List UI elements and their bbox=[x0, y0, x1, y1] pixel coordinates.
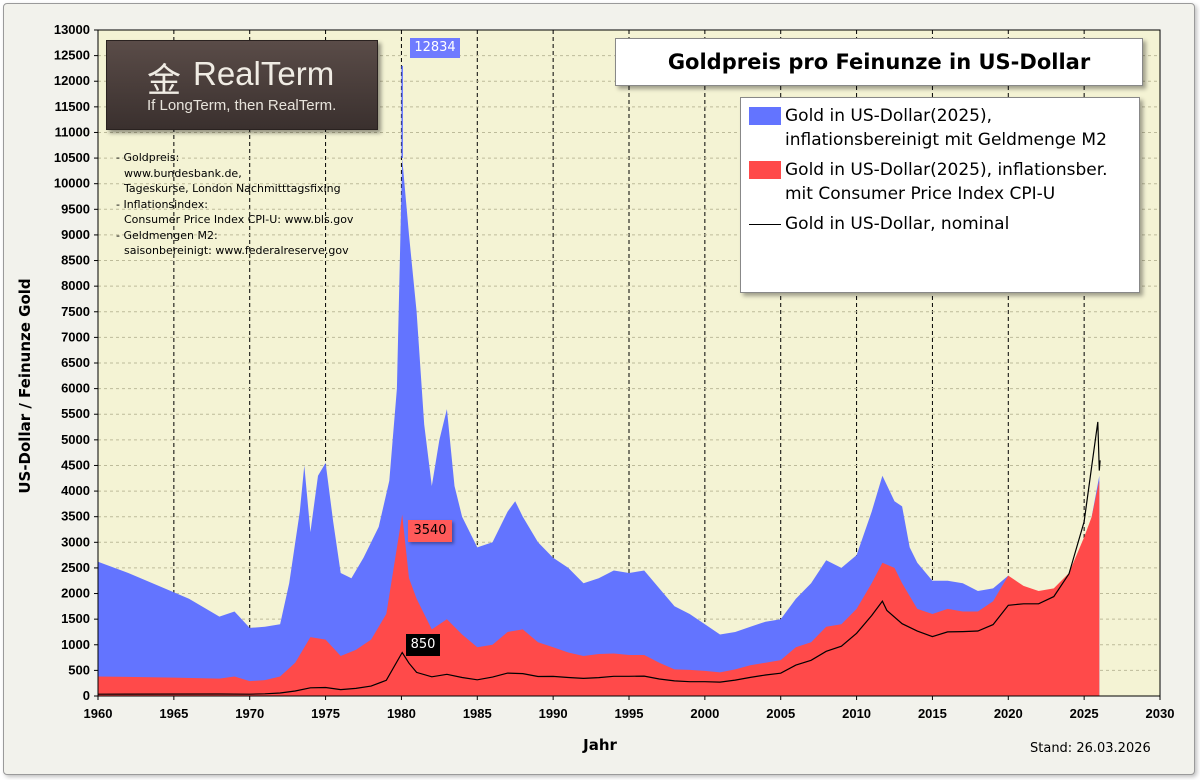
x-tick-label: 2000 bbox=[690, 706, 719, 721]
legend-item-nominal: Gold in US-Dollar, nominal bbox=[749, 212, 1131, 236]
y-tick-label: 7000 bbox=[61, 329, 90, 344]
sources-note: - Goldpreis: www.bundesbank.de, Tageskur… bbox=[116, 150, 353, 259]
legend-item-m2: Gold in US-Dollar(2025), inflationsberein… bbox=[749, 104, 1131, 152]
annotation-peak-nominal: 850 bbox=[406, 634, 440, 656]
y-tick-label: 1500 bbox=[61, 611, 90, 626]
y-tick-label: 11500 bbox=[55, 99, 90, 114]
y-tick-label: 12000 bbox=[54, 73, 90, 88]
x-tick-label: 2005 bbox=[766, 706, 795, 721]
y-tick-label: 4500 bbox=[61, 457, 90, 472]
legend-line-black bbox=[749, 224, 781, 225]
y-tick-label: 6500 bbox=[61, 355, 90, 370]
y-tick-label: 3500 bbox=[61, 509, 90, 524]
series-area-0 bbox=[98, 158, 1100, 697]
annotation-peak-m2: 12834 bbox=[410, 38, 460, 58]
source-line: - Geldmengen M2: bbox=[116, 228, 218, 242]
x-tick-label: 1980 bbox=[387, 706, 416, 721]
y-tick-label: 2000 bbox=[61, 586, 90, 601]
y-axis-label: US-Dollar / Feinunze Gold bbox=[16, 278, 34, 494]
logo-tagline: If LongTerm, then RealTerm. bbox=[147, 97, 337, 114]
annotation-peak-cpi: 3540 bbox=[408, 520, 452, 542]
y-tick-label: 2500 bbox=[61, 560, 90, 575]
x-tick-label: 2015 bbox=[918, 706, 947, 721]
y-tick-label: 3000 bbox=[61, 534, 90, 549]
x-tick-label: 1985 bbox=[463, 706, 492, 721]
x-tick-label: 2025 bbox=[1070, 706, 1099, 721]
x-tick-label: 2030 bbox=[1146, 706, 1175, 721]
y-tick-label: 0 bbox=[83, 688, 90, 703]
legend-text-nominal: Gold in US-Dollar, nominal bbox=[785, 214, 1010, 234]
y-tick-label: 500 bbox=[68, 662, 90, 677]
source-line: - Inflationsindex: bbox=[116, 197, 208, 211]
y-tick-label: 11000 bbox=[55, 124, 90, 139]
legend: Gold in US-Dollar(2025), inflationsberein… bbox=[740, 97, 1140, 293]
gold-character-icon: 金 bbox=[147, 62, 181, 100]
source-line: - Goldpreis: bbox=[116, 151, 180, 164]
y-tick-label: 13000 bbox=[54, 22, 90, 37]
source-line: saisonbereinigt: www.federalreserve.gov bbox=[124, 244, 349, 257]
legend-swatch-blue bbox=[749, 107, 781, 125]
legend-item-cpi: Gold in US-Dollar(2025), inflationsber. m… bbox=[749, 158, 1131, 206]
axes: 0 500 1000 1500 2000 2500 3000 3500 4000 4500 5000… bbox=[54, 22, 1175, 721]
legend-text-line: inflationsbereinigt mit Geldmenge M2 bbox=[785, 130, 1107, 150]
stand-date: Stand: 26.03.2026 bbox=[1030, 741, 1151, 756]
legend-text-cpi: Gold in US-Dollar(2025), inflationsber. m… bbox=[785, 158, 1108, 206]
x-tick-label: 1970 bbox=[235, 706, 264, 721]
source-line: www.bundesbank.de, bbox=[124, 166, 242, 180]
y-tick-label: 10000 bbox=[54, 176, 90, 191]
y-tick-label: 8500 bbox=[61, 253, 90, 268]
chart-title: Goldpreis pro Feinunze in US-Dollar bbox=[615, 38, 1143, 86]
legend-swatch-red bbox=[749, 161, 781, 179]
x-tick-label: 1960 bbox=[84, 706, 113, 721]
x-tick-label: 1990 bbox=[539, 706, 568, 721]
y-tick-label: 12500 bbox=[54, 48, 90, 63]
y-tick-label: 5500 bbox=[61, 406, 90, 421]
source-line: Consumer Price Index CPI-U: www.bls.gov bbox=[124, 213, 354, 226]
y-tick-label: 9000 bbox=[61, 227, 90, 242]
x-axis-label: Jahr bbox=[583, 736, 617, 754]
x-tick-label: 1995 bbox=[615, 706, 644, 721]
legend-text-line: Gold in US-Dollar(2025), bbox=[785, 106, 993, 126]
legend-text-line: Gold in US-Dollar(2025), inflationsber. bbox=[785, 160, 1108, 180]
y-tick-label: 4000 bbox=[61, 483, 90, 498]
x-tick-label: 1965 bbox=[159, 706, 188, 721]
x-tick-label: 2010 bbox=[842, 706, 871, 721]
x-tick-label: 1975 bbox=[311, 706, 340, 721]
series-area-1 bbox=[98, 480, 1100, 696]
y-tick-label: 9500 bbox=[61, 201, 90, 216]
logo-name: RealTerm bbox=[193, 55, 335, 92]
series-line-2 bbox=[97, 421, 1101, 695]
x-tick-label: 2020 bbox=[994, 706, 1023, 721]
y-tick-label: 1000 bbox=[61, 637, 90, 652]
y-tick-label: 6000 bbox=[61, 381, 90, 396]
legend-text-m2: Gold in US-Dollar(2025), inflationsberein… bbox=[785, 104, 1107, 152]
y-tick-label: 10500 bbox=[54, 150, 90, 165]
y-tick-label: 5000 bbox=[61, 432, 90, 447]
series-areas bbox=[97, 65, 1101, 697]
legend-text-line: mit Consumer Price Index CPI-U bbox=[785, 184, 1056, 204]
y-tick-label: 7500 bbox=[61, 304, 90, 319]
y-tick-label: 8000 bbox=[61, 278, 90, 293]
source-line: Tageskurse, London Nachmitttagsfixing bbox=[124, 182, 341, 195]
realterm-logo: 金 RealTerm If LongTerm, then RealTerm. bbox=[106, 40, 378, 130]
